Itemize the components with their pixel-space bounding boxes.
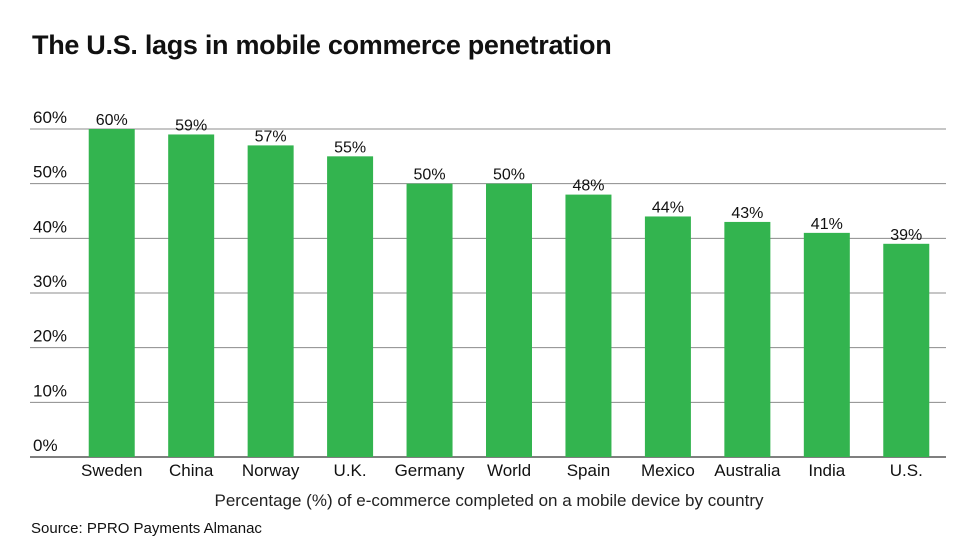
- data-label: 44%: [652, 199, 684, 216]
- data-label: 43%: [731, 205, 763, 222]
- x-tick-label: Mexico: [641, 461, 695, 480]
- x-tick-label: India: [808, 461, 845, 480]
- x-tick-label: U.K.: [334, 461, 367, 480]
- x-tick-label: China: [169, 461, 214, 480]
- bar: [88, 129, 135, 457]
- bar: [724, 221, 771, 457]
- bar: [883, 243, 930, 457]
- x-tick-label: Germany: [395, 461, 465, 480]
- x-tick-label: Sweden: [81, 461, 142, 480]
- data-label: 48%: [572, 178, 604, 195]
- bars: [88, 129, 930, 458]
- data-label: 57%: [255, 128, 287, 145]
- bar: [644, 216, 691, 457]
- y-tick-label: 10%: [33, 381, 67, 400]
- bar: [486, 183, 532, 457]
- data-label: 60%: [96, 112, 128, 129]
- y-tick-label: 20%: [33, 327, 67, 346]
- x-axis-label: Percentage (%) of e-commerce completed o…: [214, 491, 764, 510]
- data-label: 50%: [493, 167, 525, 184]
- x-tick-label: Spain: [567, 461, 610, 480]
- x-tick-label: Norway: [242, 461, 300, 480]
- y-tick-label: 60%: [33, 108, 67, 127]
- x-tick-label: U.S.: [890, 461, 923, 480]
- x-tick-label: Australia: [714, 461, 781, 480]
- bar: [327, 156, 374, 458]
- bar: [168, 134, 215, 457]
- source-note: Source: PPRO Payments Almanac: [31, 520, 262, 537]
- data-label: 50%: [414, 167, 446, 184]
- bar: [565, 194, 612, 457]
- data-label: 59%: [175, 117, 207, 134]
- y-tick-label: 30%: [33, 272, 67, 291]
- data-label: 41%: [811, 216, 843, 233]
- chart-title: The U.S. lags in mobile commerce penetra…: [32, 30, 612, 60]
- y-tick-label: 50%: [33, 163, 67, 182]
- y-tick-label: 40%: [33, 217, 67, 236]
- data-label: 55%: [334, 139, 366, 156]
- chart-labels: 0% 10% 20% 30% 40% 50% 60% 60% Sweden 59% China 57%…: [33, 108, 923, 480]
- bar: [247, 145, 294, 457]
- bar: [803, 232, 850, 457]
- y-tick-label: 0%: [33, 436, 58, 455]
- x-tick-label: World: [487, 461, 531, 480]
- bar: [406, 183, 453, 457]
- data-label: 39%: [890, 227, 922, 244]
